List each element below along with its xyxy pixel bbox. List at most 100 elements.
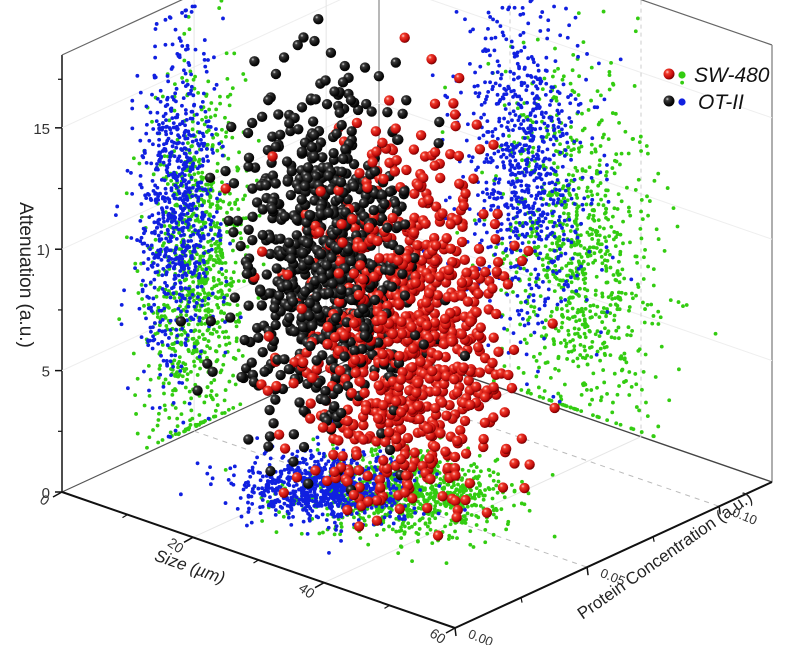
data-sphere <box>294 397 305 408</box>
data-sphere <box>303 478 314 489</box>
data-sphere <box>348 318 360 329</box>
data-sphere <box>291 472 303 483</box>
data-sphere <box>492 208 503 220</box>
data-sphere <box>458 200 469 212</box>
data-sphere <box>381 463 393 474</box>
data-sphere <box>239 334 250 346</box>
green-dot-icon <box>678 71 686 79</box>
data-sphere <box>296 303 307 315</box>
data-sphere <box>491 266 502 277</box>
data-sphere <box>247 234 258 246</box>
data-sphere <box>471 381 482 393</box>
data-sphere <box>369 166 381 177</box>
data-spheres <box>175 13 560 541</box>
legend-entry-ot2: OT-II <box>663 91 744 114</box>
data-sphere <box>459 415 471 427</box>
data-sphere <box>468 173 479 184</box>
data-sphere <box>391 433 402 445</box>
data-sphere <box>299 181 311 192</box>
data-sphere <box>270 319 281 331</box>
data-sphere <box>480 391 491 403</box>
data-sphere <box>446 336 457 347</box>
data-sphere <box>346 214 358 225</box>
data-sphere <box>225 312 236 323</box>
data-sphere <box>317 422 329 433</box>
data-sphere <box>304 310 315 322</box>
red-sphere-icon <box>663 68 675 80</box>
data-sphere <box>415 356 426 368</box>
data-sphere <box>499 407 510 418</box>
data-sphere <box>418 172 429 184</box>
data-sphere <box>450 495 461 507</box>
data-sphere <box>256 246 268 257</box>
data-sphere <box>462 296 474 307</box>
data-sphere <box>265 248 276 260</box>
data-sphere <box>387 328 398 340</box>
data-sphere <box>296 102 308 113</box>
x-tick-label: 60 <box>427 625 449 645</box>
data-sphere <box>451 435 463 447</box>
data-sphere <box>317 152 328 163</box>
data-sphere <box>292 39 303 51</box>
data-sphere <box>498 271 510 282</box>
data-sphere <box>409 188 420 199</box>
data-sphere <box>357 274 368 285</box>
data-sphere <box>337 237 348 248</box>
data-sphere <box>358 434 369 445</box>
data-sphere <box>337 77 349 88</box>
data-sphere <box>399 32 410 43</box>
data-sphere <box>368 370 380 382</box>
data-sphere <box>298 247 309 259</box>
data-sphere <box>420 218 431 229</box>
z-axis-title: Attenuation (a.u.) <box>15 202 36 348</box>
data-sphere <box>480 266 491 278</box>
data-sphere <box>271 263 283 274</box>
x-tick <box>183 536 194 543</box>
data-sphere <box>397 268 408 279</box>
data-sphere <box>387 212 398 224</box>
data-sphere <box>429 146 441 158</box>
data-sphere <box>348 268 360 279</box>
data-sphere <box>321 475 333 487</box>
data-sphere <box>334 296 345 308</box>
data-sphere <box>508 344 520 356</box>
data-sphere <box>430 201 442 212</box>
data-sphere <box>395 423 407 435</box>
data-sphere <box>253 332 264 343</box>
data-sphere <box>401 164 412 176</box>
projection-back-wall <box>418 0 718 439</box>
data-sphere <box>296 194 307 205</box>
data-sphere <box>414 413 425 425</box>
gridline <box>61 0 341 129</box>
data-sphere <box>315 248 327 260</box>
data-sphere <box>322 321 333 333</box>
data-sphere <box>315 186 326 197</box>
data-sphere <box>261 269 272 280</box>
data-sphere <box>284 118 295 129</box>
data-sphere <box>437 491 448 502</box>
data-sphere <box>441 371 452 382</box>
data-sphere <box>445 218 456 230</box>
data-sphere <box>383 336 394 347</box>
data-sphere <box>353 521 365 532</box>
data-sphere <box>371 495 383 506</box>
data-sphere <box>343 428 354 439</box>
data-sphere <box>333 268 344 279</box>
z-tick-label: 0 <box>42 485 50 502</box>
data-sphere <box>317 273 328 285</box>
data-sphere <box>288 429 300 440</box>
data-sphere <box>331 128 342 139</box>
data-sphere <box>288 456 299 467</box>
data-sphere <box>424 453 435 464</box>
data-sphere <box>289 326 300 337</box>
data-sphere <box>246 117 258 129</box>
data-sphere <box>399 290 411 301</box>
data-sphere <box>321 99 333 110</box>
data-sphere <box>226 121 237 133</box>
data-sphere <box>314 227 325 238</box>
data-sphere <box>390 198 401 209</box>
data-sphere <box>435 428 446 439</box>
data-sphere <box>399 186 410 197</box>
data-sphere <box>380 436 391 448</box>
